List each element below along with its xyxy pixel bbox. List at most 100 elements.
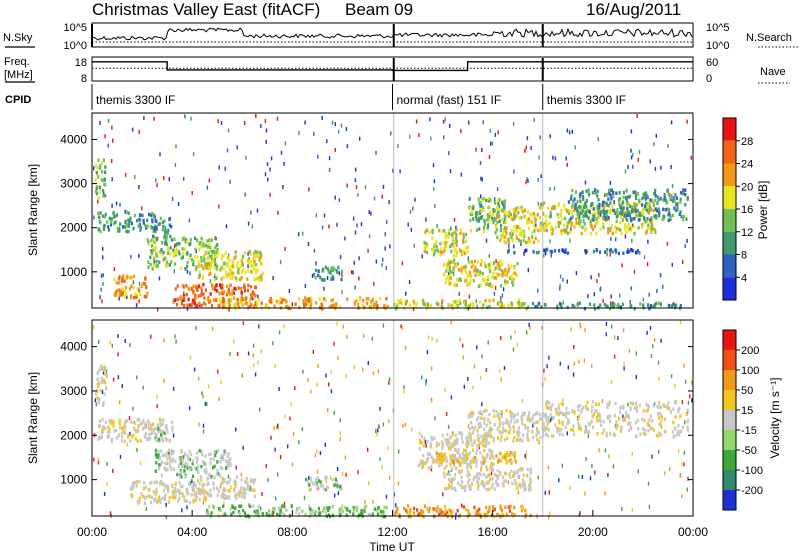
feature-6-cell-54 bbox=[191, 287, 194, 292]
ytick-label-0: 1000 bbox=[60, 265, 87, 279]
feature-5-cell-37 bbox=[113, 293, 116, 297]
feature-12-cell-129 bbox=[634, 420, 638, 425]
feature-14-cell-127 bbox=[612, 208, 615, 213]
speckle-378 bbox=[382, 422, 385, 427]
speckle-344 bbox=[687, 400, 690, 405]
feature-4-cell-52 bbox=[206, 491, 209, 495]
speckle-142 bbox=[529, 326, 531, 331]
feature-5-cell-135 bbox=[171, 457, 175, 461]
feature-5-cell-53 bbox=[146, 291, 149, 296]
feature-4-cell-85 bbox=[247, 487, 250, 491]
feature-5-cell-0 bbox=[113, 291, 116, 295]
noise-left-tick-top: 10^5 bbox=[63, 22, 87, 34]
feature-7-cell-35 bbox=[370, 299, 373, 304]
feature-3-cell-15 bbox=[174, 243, 177, 247]
feature-10-cell-81 bbox=[526, 467, 529, 472]
feature-7-cell-123 bbox=[373, 303, 376, 308]
power-swatch-2 bbox=[723, 163, 736, 187]
feature-9-cell-161 bbox=[445, 464, 448, 468]
feature-12-cell-8 bbox=[528, 226, 531, 231]
feature-4-cell-112 bbox=[201, 276, 204, 281]
feature-2-cell-0 bbox=[154, 436, 157, 441]
feature-13-cell-240 bbox=[625, 224, 629, 229]
feature-4-cell-108 bbox=[259, 278, 262, 282]
speckle-219 bbox=[591, 463, 593, 468]
speckle-156 bbox=[526, 177, 528, 181]
feature-4-cell-80 bbox=[253, 488, 256, 493]
feature-12-cell-39 bbox=[507, 211, 510, 215]
speckle-275 bbox=[638, 149, 641, 154]
feature-6-cell-80 bbox=[174, 287, 177, 291]
speckle-47 bbox=[431, 336, 433, 341]
feature-10-cell-45 bbox=[468, 261, 471, 265]
feature-12-cell-149 bbox=[559, 410, 562, 415]
speckle-175 bbox=[266, 162, 269, 167]
feature-12-cell-43 bbox=[527, 240, 530, 244]
speckle-349 bbox=[547, 465, 550, 470]
feature-13-cell-212 bbox=[556, 213, 559, 217]
speckle-378 bbox=[559, 286, 561, 291]
feature-9-cell-46 bbox=[464, 232, 467, 237]
feature-4-cell-82 bbox=[243, 495, 246, 500]
feature-2-cell-6 bbox=[157, 427, 160, 431]
feature-16-cell-27 bbox=[615, 250, 618, 254]
speckle-401 bbox=[666, 241, 669, 246]
speckle-137 bbox=[326, 276, 329, 281]
feature-10-cell-111 bbox=[529, 476, 532, 481]
feature-11-cell-119 bbox=[504, 429, 508, 433]
feature-14-cell-196 bbox=[634, 190, 637, 194]
speckle-230 bbox=[680, 320, 682, 325]
speckle-105 bbox=[253, 363, 255, 368]
feature-1-cell-33 bbox=[118, 229, 121, 233]
feature-12-cell-13 bbox=[677, 409, 680, 414]
feature-7-cell-103 bbox=[294, 302, 297, 306]
feature-4-cell-6 bbox=[240, 275, 243, 280]
feature-9-cell-24 bbox=[433, 251, 436, 255]
feature-5-cell-88 bbox=[196, 451, 199, 455]
feature-10-cell-51 bbox=[446, 486, 449, 491]
feature-12-cell-29 bbox=[515, 206, 518, 211]
speckle-184 bbox=[540, 174, 542, 179]
speckle-227 bbox=[455, 512, 457, 517]
freq-label-top: Freq. bbox=[4, 56, 30, 68]
feature-12-cell-211 bbox=[602, 419, 605, 424]
feature-1-cell-37 bbox=[146, 419, 149, 423]
feature-14-cell-101 bbox=[608, 188, 611, 192]
feature-13-cell-31 bbox=[500, 459, 503, 464]
speckle-231 bbox=[459, 337, 461, 342]
speckle-153 bbox=[397, 143, 399, 148]
speckle-228 bbox=[412, 206, 414, 211]
feature-10-cell-9 bbox=[450, 485, 453, 489]
speckle-296 bbox=[282, 185, 284, 189]
feature-7-cell-21 bbox=[335, 483, 338, 487]
speckle-83 bbox=[491, 141, 494, 146]
feature-4-cell-20 bbox=[252, 481, 255, 485]
feature-13-cell-178 bbox=[559, 212, 562, 216]
feature-6-cell-142 bbox=[224, 512, 227, 517]
feature-9-cell-180 bbox=[421, 465, 424, 470]
feature-12-cell-70 bbox=[673, 426, 677, 430]
feature-8-cell-102 bbox=[520, 504, 523, 509]
feature-4-cell-4 bbox=[234, 494, 237, 498]
feature-3-cell-130 bbox=[181, 251, 184, 256]
feature-12-cell-29 bbox=[567, 418, 570, 422]
feature-11-cell-43 bbox=[487, 433, 490, 438]
feature-6-cell-121 bbox=[203, 296, 206, 300]
speckle-386 bbox=[494, 197, 496, 202]
speckle-151 bbox=[630, 286, 632, 291]
speckle-247 bbox=[189, 355, 192, 360]
feature-1-cell-112 bbox=[124, 419, 127, 423]
feature-14-cell-143 bbox=[597, 198, 600, 202]
feature-4-cell-86 bbox=[193, 492, 196, 497]
speckle-252 bbox=[558, 478, 560, 483]
speckle-380 bbox=[134, 174, 136, 179]
feature-12-cell-95 bbox=[513, 229, 516, 234]
speckle-373 bbox=[608, 454, 610, 459]
feature-4-cell-2 bbox=[196, 478, 200, 483]
feature-12-cell-216 bbox=[658, 405, 661, 409]
feature-12-cell-71 bbox=[528, 217, 531, 221]
feature-14-cell-226 bbox=[598, 202, 601, 207]
feature-12-cell-240 bbox=[585, 406, 588, 411]
speckle-345 bbox=[570, 327, 572, 332]
feature-6-cell-96 bbox=[261, 511, 264, 516]
